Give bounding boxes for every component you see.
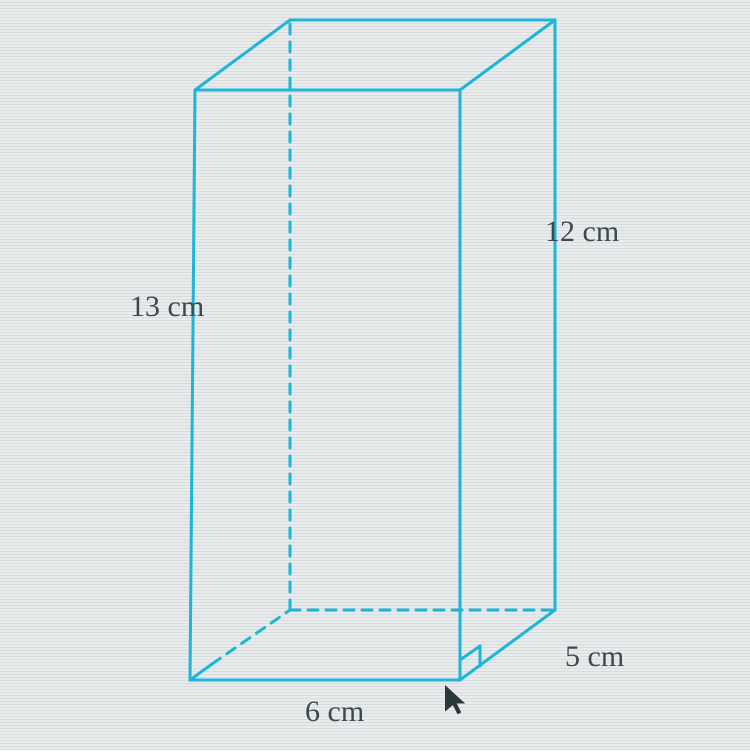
label-depth: 5 cm xyxy=(565,640,624,674)
edge-left-depth-hidden xyxy=(212,610,290,664)
label-right-height: 12 cm xyxy=(545,215,619,249)
prism-svg xyxy=(0,0,750,750)
edge-top-left xyxy=(195,20,290,90)
label-left-slant: 13 cm xyxy=(130,290,204,324)
edge-right-depth xyxy=(460,610,555,680)
edge-top-right xyxy=(460,20,555,90)
edge-left-depth-partial xyxy=(190,664,212,680)
prism-diagram: 13 cm 12 cm 5 cm 6 cm xyxy=(0,0,750,750)
edge-depth-marker-1 xyxy=(460,646,480,660)
edge-left-slant-front xyxy=(190,90,195,680)
label-width: 6 cm xyxy=(305,695,364,729)
